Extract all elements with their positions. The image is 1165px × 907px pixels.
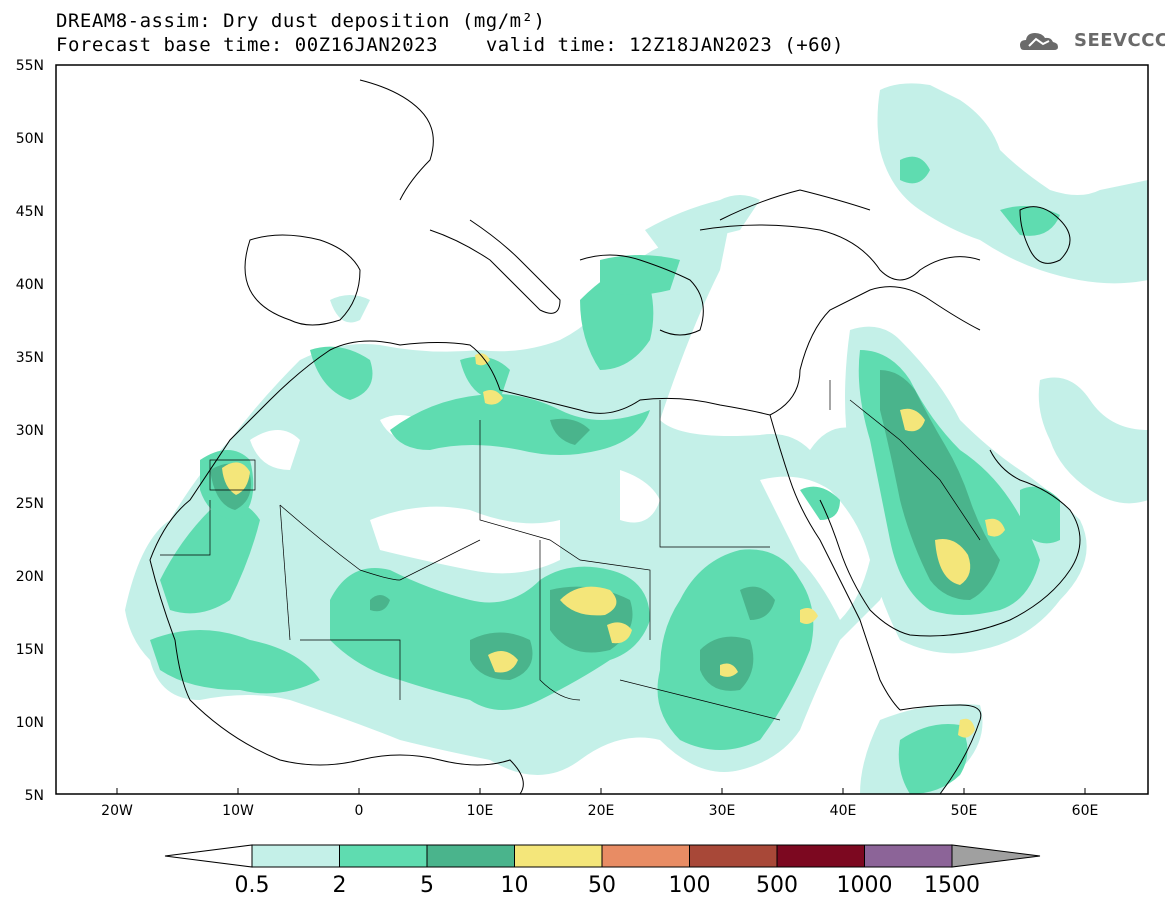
forecast-times: Forecast base time: 00Z16JAN2023 valid t… — [56, 34, 844, 56]
colorbar-tick-label: 100 — [669, 873, 711, 898]
lat-label: 45N — [16, 204, 44, 220]
colorbar-swatch — [601, 844, 690, 868]
lat-label: 50N — [16, 131, 44, 147]
colorbar-swatch — [251, 844, 340, 868]
colorbar-tick-label: 500 — [756, 873, 798, 898]
colorbar-tick-label: 10 — [501, 873, 529, 898]
colorbar-swatch — [339, 844, 428, 868]
lon-label: 60E — [1072, 803, 1099, 819]
cloud-icon — [1020, 33, 1058, 50]
lon-label: 40E — [830, 803, 857, 819]
lon-label: 30E — [709, 803, 736, 819]
axis-ticks — [116, 788, 1086, 794]
colorbar-under-triangle — [164, 844, 253, 868]
colorbar-swatch — [689, 844, 778, 868]
lat-label: 30N — [16, 423, 44, 439]
logo-text: SEEVCCC — [1074, 30, 1165, 51]
lat-label: 20N — [16, 569, 44, 585]
lon-label: 10W — [222, 803, 254, 819]
latitude-labels: 55N 50N 45N 40N 35N 30N 25N 20N 15N 10N … — [16, 58, 44, 804]
lon-label: 50E — [951, 803, 978, 819]
lat-label: 10N — [16, 715, 44, 731]
colorbar-over-triangle — [951, 844, 1041, 868]
colorbar-tick-label: 5 — [420, 873, 434, 898]
colorbar-tick-label: 0.5 — [235, 873, 270, 898]
dust-fields — [56, 65, 1148, 794]
valid-time: valid time: 12Z18JAN2023 (+60) — [485, 34, 844, 56]
coastlines — [149, 79, 1081, 794]
lon-label: 10E — [467, 803, 494, 819]
map-frame — [55, 64, 1149, 795]
forecast-base-time: Forecast base time: 00Z16JAN2023 — [56, 34, 439, 56]
colorbar-swatch — [514, 844, 603, 868]
lat-label: 5N — [25, 788, 44, 804]
lat-label: 35N — [16, 350, 44, 366]
lat-label: 40N — [16, 277, 44, 293]
lon-label: 20E — [588, 803, 615, 819]
level-10-50 — [222, 353, 1005, 738]
lon-label: 20W — [101, 803, 133, 819]
map-title: DREAM8-assim: Dry dust deposition (mg/m²… — [56, 10, 546, 32]
lon-label: 0 — [355, 803, 364, 819]
colorbar-tick-label: 1500 — [924, 873, 980, 898]
colorbar-swatch — [426, 844, 515, 868]
colorbar-swatch — [864, 844, 953, 868]
lat-label: 55N — [16, 58, 44, 74]
colorbar-tick-label: 2 — [333, 873, 347, 898]
colorbar-swatch — [776, 844, 865, 868]
colorbar-labels: 0.5 2 5 10 50 100 500 1000 1500 — [235, 873, 981, 898]
colorbar-tick-label: 1000 — [837, 873, 893, 898]
longitude-labels: 20W 10W 0 10E 20E 30E 40E 50E 60E — [101, 803, 1098, 819]
lat-label: 25N — [16, 496, 44, 512]
colorbar-tick-label: 50 — [588, 873, 616, 898]
lat-label: 15N — [16, 642, 44, 658]
borders — [160, 380, 981, 721]
colorbar — [164, 844, 1041, 868]
